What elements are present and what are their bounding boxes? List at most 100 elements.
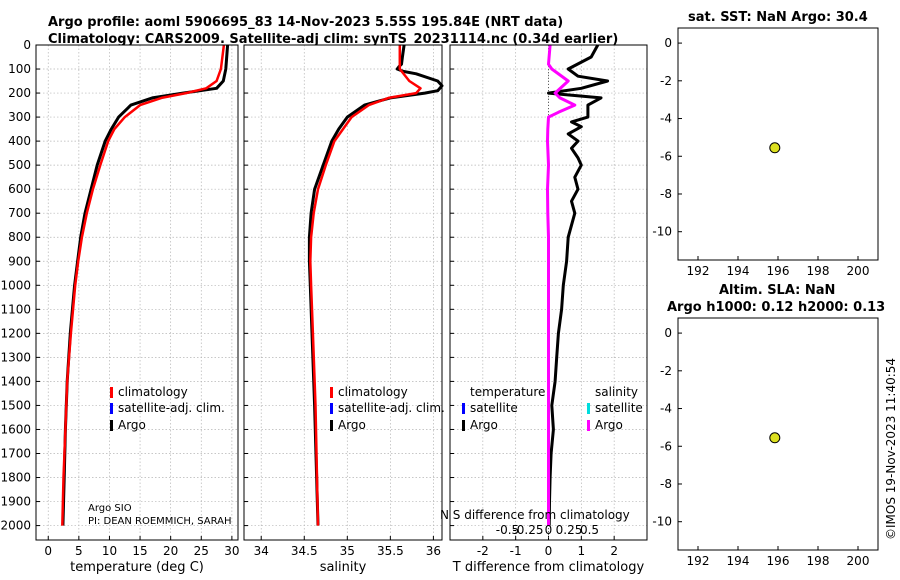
x-axis-label: salinity [320, 560, 367, 575]
depth-tick-label: 900 [8, 254, 31, 268]
x-tick-label: 10 [102, 544, 117, 558]
legend-label-satellite: satellite-adj. clim. [118, 401, 225, 415]
salinity-panel: 34 34.5 35 35.5 36 salinity [243, 44, 444, 575]
depth-tick-label: 2000 [0, 519, 31, 533]
depth-tick-label: 400 [8, 134, 31, 148]
pi-text-line-1: Argo SIO [88, 503, 132, 514]
y-tick-label: -2 [660, 74, 672, 88]
plot-area [244, 45, 442, 540]
sal-x-tick-label: 0.25 [556, 523, 583, 537]
y-tick-label: -2 [660, 364, 672, 378]
legend-swatch-temp-argo [462, 420, 465, 431]
legend-swatch-sal-satellite [587, 403, 590, 414]
sal-x-tick-label: 0 [545, 523, 553, 537]
y-tick-label: 0 [664, 36, 672, 50]
x-tick-label: 35 [340, 544, 355, 558]
x-tick-label: 5 [75, 544, 83, 558]
depth-tick-label: 1300 [0, 350, 31, 364]
x-tick-label: 35.5 [377, 544, 404, 558]
x-tick-label: -2 [477, 544, 489, 558]
legend-label-climatology: climatology [338, 385, 408, 399]
depth-tick-label: 1600 [0, 422, 31, 436]
salinity-difference-label: N S difference from climatology [440, 508, 630, 522]
x-tick-label: 20 [163, 544, 178, 558]
x-tick-label: 192 [687, 264, 710, 278]
depth-tick-label: 1500 [0, 398, 31, 412]
pi-text-line-2: PI: DEAN ROEMMICH, SARAH [88, 516, 232, 527]
legend-temp-header: temperature [470, 385, 545, 399]
sla-panel-title-1: Altim. SLA: NaN [719, 283, 836, 298]
legend-swatch-argo [110, 420, 113, 431]
series-line-climatology [61, 44, 226, 526]
y-tick-label: -4 [660, 112, 672, 126]
x-tick-label: 198 [807, 554, 830, 568]
y-tick-label: -8 [660, 477, 672, 491]
legend-label-temp-satellite: satellite [470, 401, 518, 415]
sla-panel-title-2: Argo h1000: 0.12 h2000: 0.13 [667, 300, 886, 315]
x-axis-label: temperature (deg C) [70, 560, 204, 575]
x-tick-label: 0 [545, 544, 553, 558]
legend-label-sal-argo: Argo [595, 418, 623, 432]
y-tick-label: -8 [660, 187, 672, 201]
y-tick-label: -10 [652, 225, 672, 239]
x-tick-label: 200 [847, 554, 870, 568]
sst-map-panel: 192 194 196 198 200 0 -2 -4 -6 -8 -10 [652, 27, 879, 278]
x-tick-label: 198 [807, 264, 830, 278]
depth-tick-label: 1000 [0, 278, 31, 292]
depth-tick-label: 0 [23, 38, 31, 52]
x-tick-label: 0 [44, 544, 52, 558]
sal-x-tick-label: -0.25 [512, 523, 543, 537]
x-tick-label: 196 [767, 264, 790, 278]
x-tick-label: 196 [767, 554, 790, 568]
legend-temperature: climatology satellite-adj. clim. Argo [110, 385, 225, 432]
depth-tick-label: 300 [8, 110, 31, 124]
legend-label-sal-satellite: satellite [595, 401, 643, 415]
depth-tick-label: 500 [8, 158, 31, 172]
plot-frame [35, 44, 239, 541]
x-tick-label: 2 [610, 544, 618, 558]
depth-tick-label: 800 [8, 230, 31, 244]
legend-swatch-satellite [330, 403, 333, 414]
legend-swatch-climatology [330, 387, 333, 398]
x-tick-label: 194 [727, 264, 750, 278]
x-axis-label: T difference from climatology [452, 560, 645, 575]
legend-salinity: climatology satellite-adj. clim. Argo [330, 385, 445, 432]
argo-location-marker [769, 432, 781, 444]
legend-swatch-argo [330, 420, 333, 431]
temperature-panel: 0 5 10 15 20 25 30 temperature (deg C) [35, 44, 240, 575]
series-line-salinity-argo [546, 44, 577, 526]
depth-tick-label: 600 [8, 182, 31, 196]
legend-label-argo: Argo [338, 418, 366, 432]
depth-tick-label: 1100 [0, 302, 31, 316]
x-tick-label: 194 [727, 554, 750, 568]
plot-frame [243, 44, 443, 541]
plot-frame [449, 44, 648, 541]
legend-swatch-climatology [110, 387, 113, 398]
legend-label-temp-argo: Argo [470, 418, 498, 432]
x-tick-label: 25 [194, 544, 209, 558]
legend-difference: temperature salinity satellite Argo sate… [462, 385, 643, 432]
legend-label-satellite: satellite-adj. clim. [338, 401, 445, 415]
series-line-climatology [309, 45, 422, 526]
y-tick-label: -6 [660, 439, 672, 453]
sal-x-tick-label: 0.5 [580, 523, 599, 537]
legend-label-argo: Argo [118, 418, 146, 432]
legend-label-climatology: climatology [118, 385, 188, 399]
legend-sal-header: salinity [595, 385, 638, 399]
x-tick-label: 200 [847, 264, 870, 278]
sst-panel-title: sat. SST: NaN Argo: 30.4 [688, 10, 868, 25]
sal-x-tick-label: -0.5 [496, 523, 519, 537]
depth-tick-label: 700 [8, 206, 31, 220]
legend-swatch-satellite [110, 403, 113, 414]
difference-panel: -2 -1 0 1 2 T difference from climatology -0.5… [449, 44, 648, 575]
depth-tick-label: 200 [8, 86, 31, 100]
x-tick-label: 34.5 [291, 544, 318, 558]
x-tick-label: 15 [132, 544, 147, 558]
y-tick-label: -4 [660, 402, 672, 416]
x-tick-label: -1 [510, 544, 522, 558]
depth-tick-label: 100 [8, 62, 31, 76]
x-tick-label: 192 [687, 554, 710, 568]
title-line-2: Climatology: CARS2009. Satellite-adj cli… [48, 32, 619, 47]
x-tick-label: 1 [578, 544, 586, 558]
